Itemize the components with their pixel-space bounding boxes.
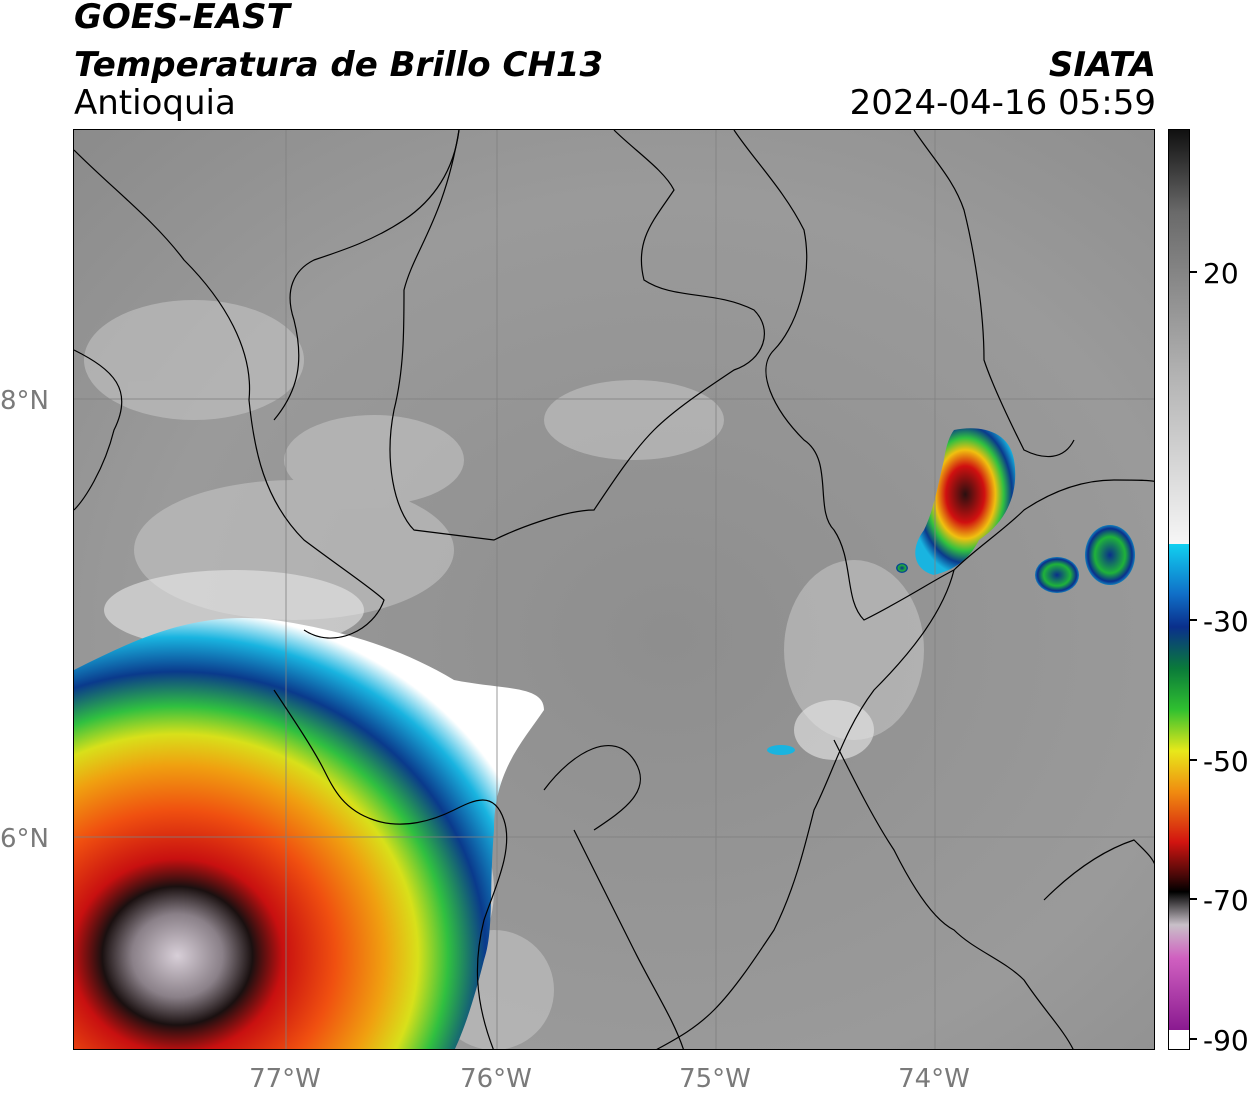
- colorbar-label-minus50: -50: [1203, 745, 1249, 778]
- colorbar-label-20: 20: [1203, 257, 1239, 290]
- product-title: Temperatura de Brillo CH13: [74, 45, 604, 85]
- datetime-label: 2024-04-16 05:59: [849, 83, 1156, 123]
- colorbar-tick: [1190, 898, 1197, 900]
- lat-label-8n: 8°N: [0, 386, 49, 416]
- colorbar-tick: [1190, 271, 1197, 273]
- colorbar: [1168, 129, 1190, 1050]
- colorbar-tick: [1190, 619, 1197, 621]
- lat-label-6n: 6°N: [0, 824, 49, 854]
- colorbar-tick: [1190, 759, 1197, 761]
- colorbar-label-minus90: -90: [1203, 1024, 1249, 1057]
- lon-label-75w: 75°W: [679, 1064, 751, 1094]
- colorbar-label-minus70: -70: [1203, 884, 1249, 917]
- satellite-map: [73, 129, 1155, 1050]
- lon-label-76w: 76°W: [460, 1064, 532, 1094]
- lon-label-74w: 74°W: [898, 1064, 970, 1094]
- satellite-title: GOES-EAST: [74, 0, 290, 37]
- colorbar-tick: [1190, 1038, 1197, 1040]
- colorbar-label-minus30: -30: [1203, 605, 1249, 638]
- region-label: Antioquia: [74, 83, 236, 123]
- lon-label-77w: 77°W: [249, 1064, 321, 1094]
- organization-label: SIATA: [1048, 45, 1156, 85]
